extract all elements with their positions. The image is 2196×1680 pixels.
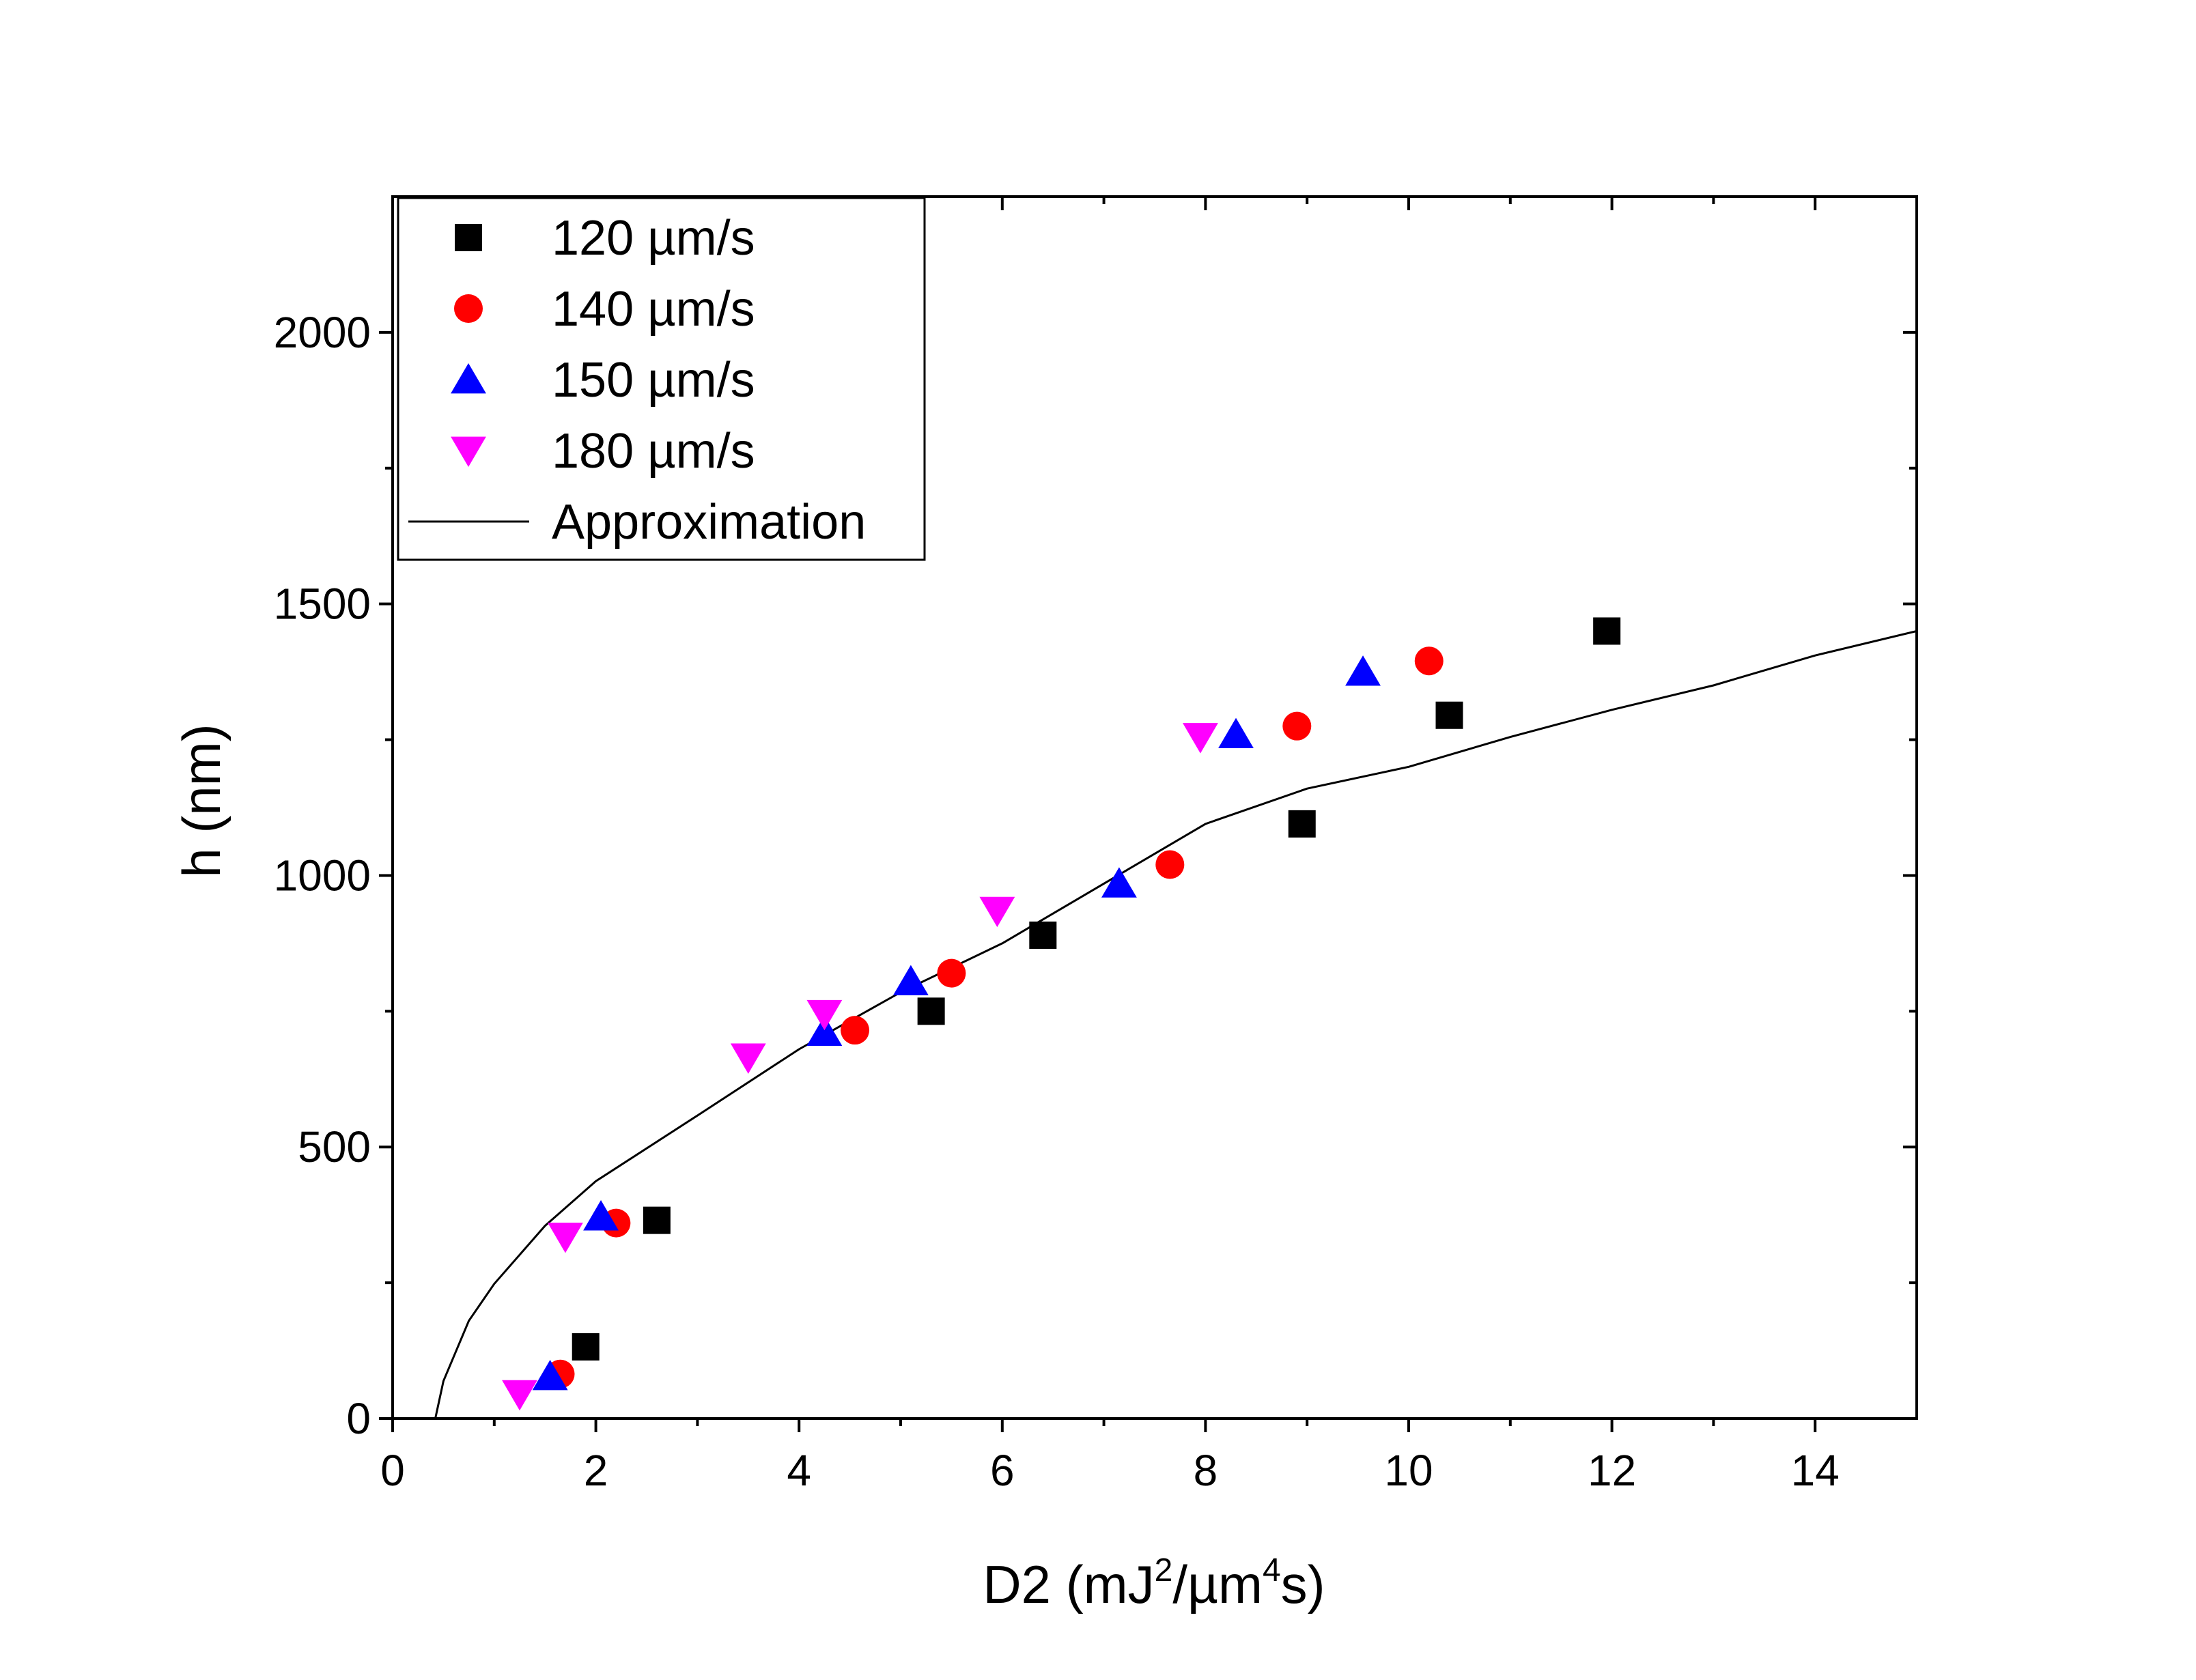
legend-box: [397, 197, 926, 561]
y-tick-label: 1500: [274, 580, 371, 629]
legend-label-150-m-s: 150 µm/s: [552, 353, 755, 408]
x-axis-title-prefix: D2 (mJ: [983, 1554, 1154, 1614]
tick-labels-layer: 0 2 4 6 8 10 12 14 0 500 1000 1500 2000: [274, 308, 1840, 1495]
x-axis-title-suffix: s): [1281, 1554, 1325, 1614]
point-120-m-s-7: [1593, 617, 1621, 645]
y-tick-label: 0: [346, 1394, 371, 1443]
legend-label-140-m-s: 140 µm/s: [552, 282, 755, 337]
approximation-curve: [434, 629, 1917, 1419]
point-180-m-s-5: [979, 896, 1015, 928]
legend-swatch-150-m-s: [451, 363, 486, 394]
data-markers-layer: [502, 617, 1621, 1411]
x-tick-label: 0: [380, 1446, 405, 1495]
point-140-m-s-3: [841, 1016, 870, 1045]
x-tick-label: 10: [1384, 1446, 1433, 1495]
point-150-m-s-5: [1101, 867, 1137, 898]
point-150-m-s-7: [1345, 655, 1381, 686]
point-120-m-s-1: [572, 1333, 600, 1361]
legend: 120 µm/s 140 µm/s 150 µm/s 180 µm/s Approxim…: [397, 197, 926, 561]
legend-label-180-m-s: 180 µm/s: [552, 424, 755, 479]
x-tick-label: 8: [1194, 1446, 1218, 1495]
point-180-m-s-4: [806, 999, 843, 1031]
x-tick-label: 14: [1791, 1446, 1840, 1495]
point-180-m-s-3: [730, 1043, 766, 1074]
x-axis-title-sup-1: 2: [1155, 1552, 1173, 1589]
x-axis-title-sup-2: 4: [1263, 1552, 1281, 1589]
point-150-m-s-3: [806, 1015, 843, 1046]
y-axis-title: h (nm): [171, 724, 231, 877]
point-180-m-s-2: [548, 1223, 583, 1253]
point-120-m-s-6: [1435, 701, 1463, 729]
point-120-m-s-4: [1029, 921, 1057, 949]
x-axis-title: D2 (mJ2/µm4s): [983, 1552, 1325, 1614]
point-140-m-s-6: [1282, 711, 1312, 741]
x-axis-title-middle: /µm: [1172, 1554, 1263, 1614]
point-120-m-s-3: [917, 997, 945, 1025]
x-tick-label: 12: [1588, 1446, 1636, 1495]
point-150-m-s-4: [892, 965, 929, 995]
x-tick-label: 4: [787, 1446, 811, 1495]
x-tick-label: 2: [584, 1446, 608, 1495]
legend-swatch-120-m-s: [455, 224, 482, 251]
legend-swatch-140-m-s: [454, 294, 483, 323]
point-180-m-s-1: [502, 1380, 537, 1411]
axes-layer: [379, 195, 1918, 1432]
point-120-m-s-5: [1288, 810, 1316, 838]
legend-label-120-m-s: 120 µm/s: [552, 211, 755, 266]
point-140-m-s-5: [1155, 850, 1185, 879]
point-150-m-s-6: [1218, 717, 1254, 748]
point-180-m-s-6: [1183, 723, 1218, 754]
legend-swatch-180-m-s: [451, 436, 486, 467]
point-150-m-s-1: [532, 1359, 568, 1391]
y-tick-label: 500: [298, 1122, 371, 1171]
point-150-m-s-2: [583, 1200, 619, 1231]
x-tick-label: 6: [990, 1446, 1015, 1495]
point-140-m-s-7: [1414, 646, 1444, 676]
y-tick-label: 2000: [274, 308, 371, 357]
plot-frame: [391, 195, 1918, 1420]
legend-label-approximation: Approximation: [552, 495, 866, 550]
point-120-m-s-2: [643, 1206, 671, 1234]
approximation-layer: [434, 629, 1917, 1419]
y-tick-label: 1000: [274, 851, 371, 900]
point-140-m-s-4: [937, 958, 966, 988]
